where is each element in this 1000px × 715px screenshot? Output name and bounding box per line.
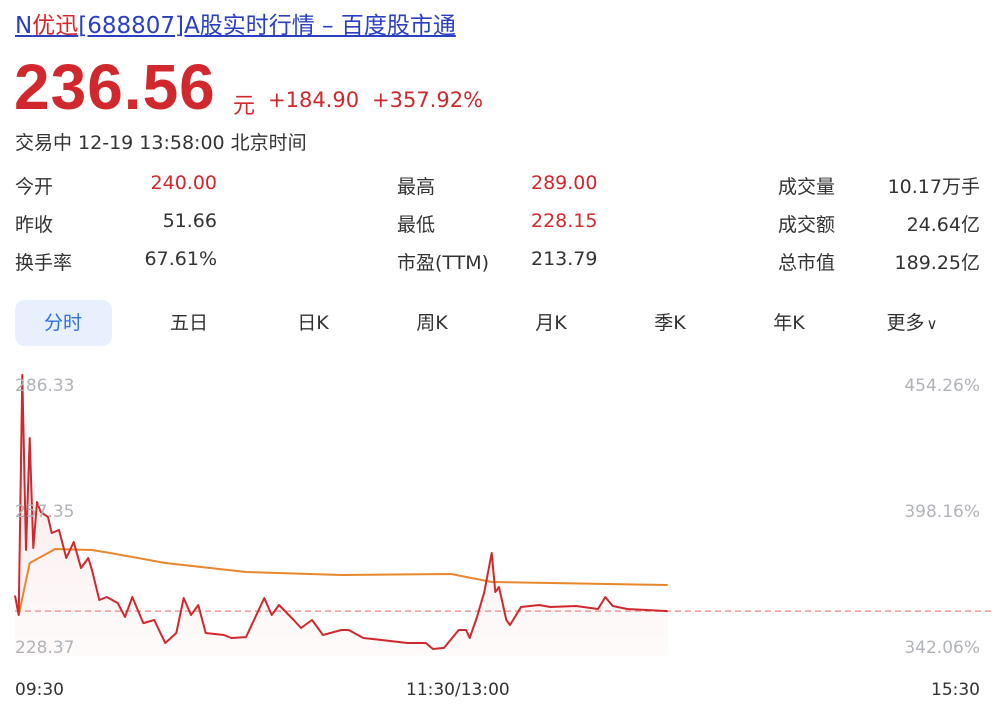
- tab-5[interactable]: 季K: [630, 300, 710, 346]
- stat-value: 213.79: [531, 248, 598, 270]
- tab-3[interactable]: 周K: [392, 300, 472, 346]
- title-suffix: [688807]A股实时行情 – 百度股市通: [78, 13, 456, 39]
- tab-label: 日K: [297, 312, 329, 334]
- y-left-tick: 257.35: [15, 502, 75, 522]
- stat-value: 67.61%: [144, 248, 217, 270]
- average-price-line: [17, 547, 668, 616]
- tab-1[interactable]: 五日: [149, 300, 229, 346]
- stat-label: 最高: [397, 176, 436, 198]
- stat-value: 24.64亿: [906, 214, 980, 236]
- tab-2[interactable]: 日K: [273, 300, 353, 346]
- title-highlight: 优迅: [32, 13, 79, 39]
- tab-7[interactable]: 更多 ∨: [872, 300, 952, 346]
- price-change: +184.90: [268, 88, 360, 112]
- tab-4[interactable]: 月K: [511, 300, 591, 346]
- stat-value: 51.66: [162, 210, 217, 232]
- tab-6[interactable]: 年K: [749, 300, 829, 346]
- tab-0[interactable]: 分时: [14, 300, 112, 346]
- trading-status: 交易中 12-19 13:58:00 北京时间: [15, 132, 307, 154]
- stat-label: 成交额: [778, 214, 836, 236]
- y-right-tick: 398.16%: [904, 502, 980, 522]
- stat-value: 289.00: [531, 172, 598, 194]
- y-right-tick: 342.06%: [904, 638, 980, 658]
- stat-value: 240.00: [150, 172, 217, 194]
- current-price: 236.56: [14, 51, 216, 123]
- tab-label: 分时: [43, 312, 82, 334]
- x-tick: 11:30/13:00: [406, 680, 510, 700]
- tab-label: 季K: [654, 312, 686, 334]
- price-unit: 元: [233, 94, 256, 119]
- stat-value: 228.15: [531, 210, 598, 232]
- price-change-pct: +357.92%: [372, 88, 484, 112]
- stat-label: 最低: [397, 214, 436, 236]
- stat-label: 换手率: [15, 252, 73, 274]
- x-tick: 15:30: [931, 680, 980, 700]
- title-prefix: N: [15, 13, 33, 39]
- tab-label: 月K: [535, 312, 567, 334]
- tab-label: 年K: [773, 312, 805, 334]
- stat-value: 10.17万手: [887, 176, 980, 198]
- stat-value: 189.25亿: [894, 252, 980, 274]
- stat-label: 今开: [15, 176, 54, 198]
- tab-label: 周K: [416, 312, 448, 334]
- stat-label: 市盈(TTM): [397, 252, 490, 274]
- price-line: [14, 374, 668, 650]
- x-tick: 09:30: [15, 680, 64, 700]
- y-left-tick: 286.33: [15, 376, 75, 396]
- stat-label: 昨收: [15, 214, 54, 236]
- y-right-tick: 454.26%: [904, 376, 980, 396]
- page-title-link[interactable]: N优迅[688807]A股实时行情 – 百度股市通: [15, 6, 456, 40]
- tab-label: 五日: [169, 312, 208, 334]
- stat-label: 成交量: [778, 176, 836, 198]
- tab-label: 更多: [886, 312, 925, 334]
- stat-label: 总市值: [778, 252, 836, 274]
- price-area: [15, 375, 668, 656]
- y-left-tick: 228.37: [15, 638, 75, 658]
- chevron-down-icon: ∨: [926, 315, 938, 333]
